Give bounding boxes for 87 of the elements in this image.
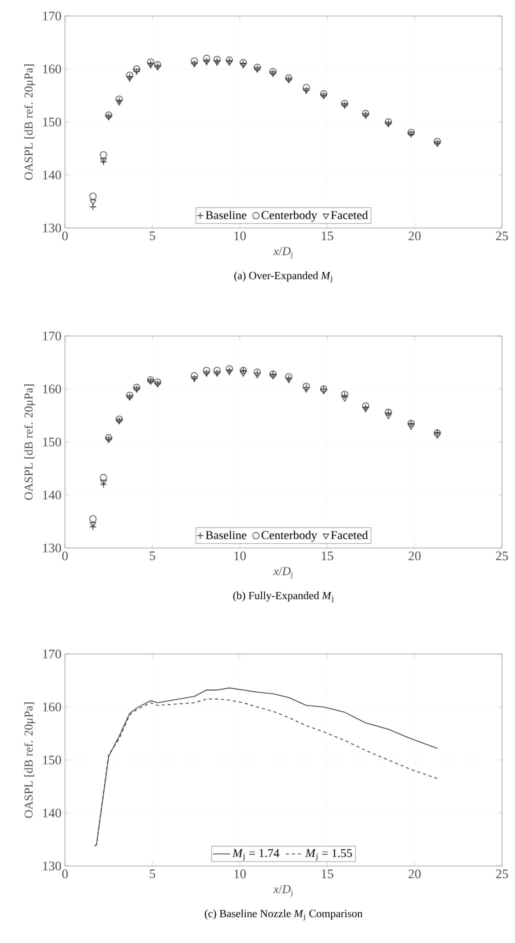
point: [214, 60, 220, 66]
point: [226, 60, 232, 66]
point: [100, 480, 107, 486]
legend-label: Baseline: [206, 530, 246, 540]
point: [100, 480, 108, 488]
point: [90, 522, 96, 528]
point: [385, 413, 392, 420]
x-axis-title: x/D$_{j}$: [273, 247, 292, 259]
y-tick-label: 160: [43, 384, 61, 394]
point: [202, 366, 210, 374]
point: [286, 377, 292, 384]
y-tick-label: 130: [43, 224, 61, 232]
x-tick-label: 25: [496, 232, 508, 240]
point: [147, 62, 154, 68]
x-tick-label: 10: [234, 232, 246, 240]
point: [116, 100, 122, 106]
x-tick-label: 25: [496, 870, 508, 878]
y-tick-label: 150: [43, 438, 61, 446]
point: [89, 192, 97, 200]
text: (b) Fully-Expanded M$_{j}$: [233, 592, 334, 602]
x-tick-label: 0: [62, 552, 68, 560]
y-tick-label: 160: [43, 64, 61, 74]
point: [303, 386, 310, 393]
y-axis-title: OASPL [dB ref. 20μPa]: [24, 64, 36, 180]
point: [342, 396, 348, 402]
point: [240, 62, 246, 68]
y-tick-label: 140: [43, 170, 61, 180]
y-tick-label: 130: [43, 862, 61, 870]
point: [202, 57, 210, 65]
point: [100, 474, 108, 482]
x-axis-title: x/D$_{j}$: [273, 567, 292, 579]
point: [89, 203, 97, 210]
point: [240, 371, 246, 377]
point: [202, 54, 210, 62]
legend-label: Centerbody: [262, 210, 318, 222]
point: [89, 515, 97, 522]
text: (c) Baseline Nozzle M$_{j}$ Comparison: [204, 910, 362, 920]
x-tick-label: 0: [62, 870, 68, 878]
point: [254, 372, 260, 378]
x-tick-label: 20: [408, 870, 421, 878]
y-tick-label: 170: [43, 332, 61, 340]
y-tick-label: 140: [43, 808, 61, 818]
x-tick-label: 10: [234, 870, 246, 878]
point: [89, 523, 97, 530]
x-tick-label: 15: [322, 552, 334, 560]
point: [213, 366, 221, 374]
x-tick-label: 25: [496, 552, 508, 560]
point: [320, 388, 327, 394]
point: [133, 65, 140, 73]
point: [302, 84, 310, 92]
point: [100, 151, 108, 158]
point: [434, 433, 440, 439]
legend-label: M$_{j}$ = 1.74: [232, 849, 280, 861]
point: [226, 370, 232, 376]
y-tick-label: 150: [43, 756, 61, 764]
point: [203, 60, 210, 66]
point: [408, 424, 414, 430]
y-tick-label: 170: [43, 650, 61, 658]
legend-label: Centerbody: [262, 530, 318, 542]
legend-label: Baseline: [206, 210, 246, 220]
point: [190, 57, 198, 65]
y-tick-label: 160: [43, 702, 61, 712]
legend-label: M$_{j}$ = 1.55: [305, 849, 352, 861]
point: [270, 374, 276, 380]
y-tick-label: 150: [43, 118, 61, 126]
y-axis-title: OASPL [dB ref. 20μPa]: [24, 384, 36, 500]
y-tick-label: 170: [43, 12, 61, 20]
legend-label: Faceted: [331, 210, 368, 220]
x-tick-label: 0: [62, 232, 68, 240]
y-tick-label: 140: [43, 490, 61, 500]
point: [90, 199, 96, 206]
y-tick-label: 130: [43, 544, 61, 552]
x-axis-title: x/D$_{j}$: [273, 885, 292, 897]
x-tick-label: 5: [150, 552, 156, 560]
legend-label: Faceted: [331, 530, 368, 540]
point: [362, 406, 369, 412]
y-axis-title: OASPL [dB ref. 20μPa]: [24, 702, 36, 818]
text: (a) Over-Expanded M$_{j}$: [234, 272, 332, 282]
x-tick-label: 15: [322, 870, 334, 878]
point: [190, 372, 198, 380]
x-tick-label: 20: [408, 552, 421, 560]
point: [126, 76, 133, 82]
x-tick-label: 15: [322, 232, 334, 240]
x-tick-label: 20: [408, 232, 421, 240]
x-tick-label: 10: [234, 552, 246, 560]
x-tick-label: 5: [150, 870, 156, 878]
x-tick-label: 5: [150, 232, 156, 240]
